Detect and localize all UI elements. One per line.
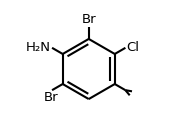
- Text: Br: Br: [81, 13, 96, 26]
- Text: H₂N: H₂N: [26, 41, 51, 54]
- Text: Br: Br: [44, 91, 58, 104]
- Text: Cl: Cl: [126, 41, 139, 54]
